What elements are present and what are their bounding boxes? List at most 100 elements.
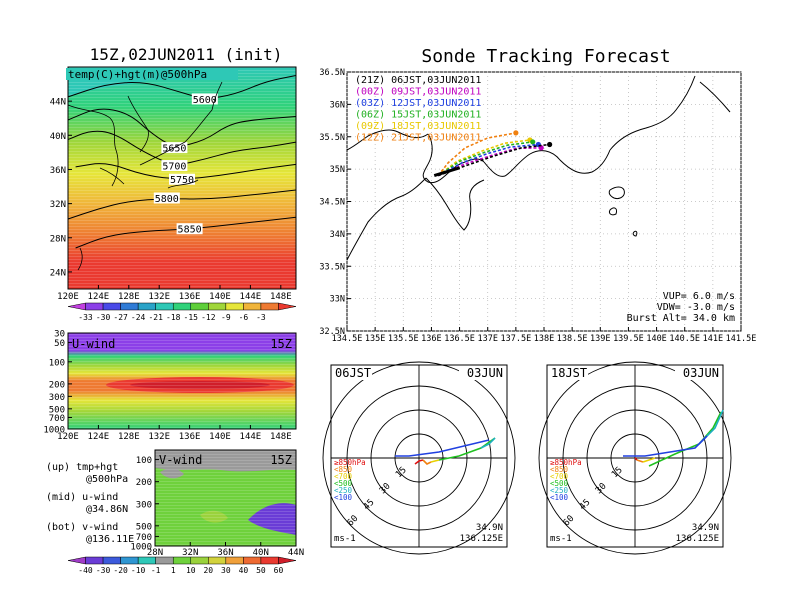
y-tick-label: 200 [136, 478, 152, 488]
colorbar-swatch [243, 556, 262, 565]
x-tick-label: 124E [88, 432, 110, 442]
x-tick-label: 136.5E [444, 334, 475, 344]
x-tick-label: 128E [118, 292, 140, 302]
contour-label: 5750 [170, 175, 194, 186]
temp-map-frame [67, 66, 297, 290]
colorbar-label: 10 [186, 566, 196, 575]
x-tick-label: 134.5E [332, 334, 363, 344]
v-wind-title: V-wind [159, 453, 202, 467]
colorbar-label: -27 [113, 313, 128, 322]
tracking-panel: Sonde Tracking Forecast (21Z) 06JST,03JU… [319, 46, 756, 344]
contour-5750 [75, 163, 297, 180]
x-tick-label: 137E [477, 334, 497, 344]
x-tick-label: 148E [270, 432, 292, 442]
sonde-track [437, 139, 531, 177]
v-wind-x-ticks: 28N 32N 36N 40N 44N [147, 542, 304, 558]
colorbar-swatch [137, 556, 156, 565]
hodo-legend-entry: <850 [334, 465, 353, 474]
sonde-tracks [433, 130, 553, 178]
x-tick-label: 141.5E [726, 334, 757, 344]
temp-colorbar: -33 -30 -27 -24 -21 -18 -15 -12 -9 -6 -3 [67, 302, 297, 322]
x-tick-label: 44N [288, 548, 304, 558]
hodograph-time: 18JST [551, 366, 587, 380]
colorbar-swatch [190, 556, 209, 565]
hodo-lon: 136.125E [676, 534, 719, 544]
sonde-track [437, 143, 550, 177]
sonde-track [437, 132, 517, 177]
y-tick-label: 40N [50, 132, 66, 142]
colorbar-swatch [243, 302, 262, 311]
temp-subtitle-bg [66, 68, 238, 80]
hodograph-date: 03JUN [467, 366, 503, 380]
contour-label: 5800 [155, 194, 179, 205]
y-tick-label: 35N [330, 165, 345, 175]
x-tick-label: 132E [148, 292, 170, 302]
colorbar-label: -12 [201, 313, 216, 322]
v-colorbar: -40 -30 -20 -10 -1 1 10 20 30 40 50 60 [67, 556, 297, 575]
x-tick-label: 140.5E [669, 334, 700, 344]
colorbar-label: 1 [171, 566, 176, 575]
y-tick-label: 500 [49, 405, 65, 415]
hodo-lon: 136.125E [460, 534, 503, 544]
y-tick-label: 700 [49, 414, 65, 424]
speed-ring [538, 361, 732, 555]
x-tick-label: 148E [270, 292, 292, 302]
colorbar-label: -21 [148, 313, 163, 322]
y-tick-label: 50 [54, 339, 65, 349]
colorbar-label: -24 [131, 313, 146, 322]
colorbar-label: -10 [131, 566, 146, 575]
x-tick-label: 139.5E [613, 334, 644, 344]
tracking-x-ticks: 134.5E 135E 135.5E 136E 136.5E 137E 137.5E 138E… [332, 327, 757, 344]
x-tick-label: 128E [118, 432, 140, 442]
coastline [67, 81, 223, 271]
hodo-unit: ms-1 [334, 534, 356, 544]
colorbar-swatch [120, 556, 139, 565]
temp-map-y-ticks: 24N 28N 32N 36N 40N 44N [50, 98, 72, 278]
hodo-lat: 34.9N [476, 523, 503, 533]
y-tick-label: 33.5N [319, 262, 345, 272]
tracking-y-ticks: 32.5N 33N 33.5N 34N 34.5N 35N 35.5N 36N 36.5N [319, 68, 351, 337]
y-tick-label: 700 [136, 533, 152, 543]
launch-segment [433, 166, 461, 178]
hodo-legend-entry: <250 [550, 486, 569, 495]
x-tick-label: 144E [240, 292, 262, 302]
colorbar-label: -33 [78, 313, 93, 322]
hodo-legend-entry: ≥850hPa [550, 458, 582, 467]
colorbar-label: -18 [166, 313, 181, 322]
contour-label: 5650 [162, 144, 186, 155]
colorbar-swatch [102, 556, 121, 565]
colorbar-swatch [225, 556, 244, 565]
hodograph-segment [422, 459, 432, 465]
colorbar-label: -3 [256, 313, 266, 322]
note-bot-2: @136.11E [86, 534, 134, 545]
colorbar-swatch [137, 302, 156, 311]
y-tick-label: 36N [330, 100, 345, 110]
colorbar-label: 20 [203, 566, 213, 575]
colorbar-swatch [278, 302, 297, 311]
tracking-title: Sonde Tracking Forecast [421, 46, 670, 67]
contour-label-bg [176, 223, 203, 235]
hodograph-segment [634, 457, 638, 461]
x-tick-label: 144E [240, 432, 262, 442]
colorbar-label: -30 [96, 566, 111, 575]
note-mid-1: (mid) u-wind [46, 492, 118, 503]
hodo-legend-entry: <700 [550, 472, 569, 481]
colorbar-label: -40 [78, 566, 93, 575]
colorbar-label: -15 [184, 313, 199, 322]
colorbar-swatch [225, 302, 244, 311]
colorbar-swatch [85, 556, 104, 565]
hodo-date-bg [459, 366, 506, 380]
y-tick-label: 44N [50, 98, 66, 108]
hodograph-segment [414, 459, 424, 465]
u-hatching [68, 333, 296, 429]
y-tick-label: 33N [330, 295, 345, 305]
panel-notes: (up) tmp+hgt @500hPa (mid) u-wind @34.86… [46, 462, 134, 545]
colorbar-label: 60 [274, 566, 284, 575]
y-tick-label: 300 [136, 500, 152, 510]
colorbar-label: -1 [151, 566, 161, 575]
x-tick-label: 32N [182, 548, 198, 558]
x-tick-label: 140E [209, 432, 231, 442]
contour-label-bg [169, 173, 195, 185]
